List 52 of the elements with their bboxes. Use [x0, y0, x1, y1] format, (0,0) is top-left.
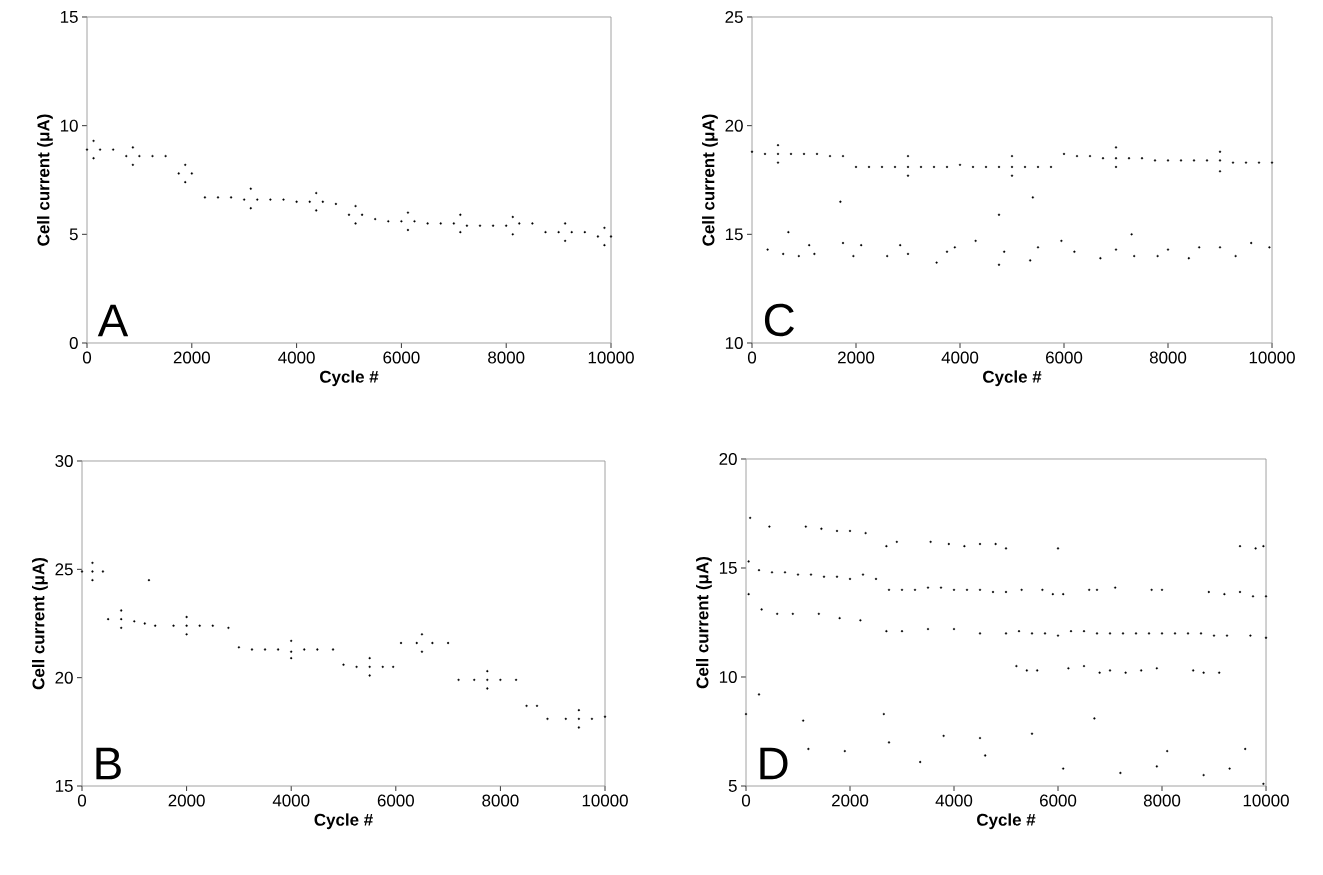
x-tick-label: 2000	[168, 794, 205, 807]
x-tick-label: 2000	[173, 351, 210, 364]
y-tick-label: 15	[719, 562, 737, 574]
annotation: B	[96, 747, 121, 780]
y-tick-label: 20	[725, 119, 743, 132]
x-tick-label: 6000	[383, 351, 420, 364]
y-tick-label: 15	[55, 780, 73, 792]
x-tick-label: 6000	[377, 794, 414, 807]
annotation: A	[97, 304, 129, 337]
annotation: D	[760, 747, 788, 780]
x-tick-label: 8000	[1143, 794, 1181, 807]
x-axis-title: Cycle #	[320, 370, 379, 387]
y-tick-label: 25	[725, 10, 743, 23]
x-tick-label: 0	[747, 351, 757, 364]
x-tick-label: 8000	[488, 351, 525, 364]
y-tick-label: 15	[60, 11, 78, 23]
x-tick-label: 4000	[278, 351, 315, 364]
y-tick-label: 0	[69, 336, 78, 349]
y-axis-title: Cell current (μA)	[37, 114, 53, 246]
y-tick-label: 15	[725, 228, 743, 241]
x-tick-label: 4000	[935, 794, 973, 807]
y-axis-title: Cell current (μA)	[702, 114, 718, 246]
x-axis-title: Cycle #	[983, 370, 1042, 387]
x-tick-label: 10000	[582, 794, 628, 807]
x-tick-label: 4000	[272, 794, 310, 807]
y-tick-label: 10	[719, 671, 737, 683]
y-tick-label: 10	[725, 336, 743, 349]
x-tick-label: 8000	[482, 794, 519, 807]
y-tick-label: 30	[55, 455, 73, 467]
x-tick-label: 0	[77, 794, 87, 807]
annotation: C	[764, 303, 794, 337]
y-tick-label: 5	[69, 228, 78, 241]
x-tick-label: 4000	[941, 351, 979, 364]
x-tick-label: 6000	[1046, 351, 1083, 364]
x-axis-title: Cycle #	[314, 813, 373, 830]
x-axis-title: Cycle #	[977, 813, 1036, 830]
y-tick-label: 20	[55, 671, 73, 684]
y-tick-label: 25	[55, 563, 73, 576]
y-tick-label: 10	[60, 119, 78, 132]
y-axis-title: Cell current (μA)	[32, 558, 48, 690]
y-tick-label: 5	[728, 780, 737, 792]
x-tick-label: 10000	[588, 351, 634, 364]
x-tick-label: 0	[741, 794, 751, 807]
y-axis-title: Cell current (μA)	[696, 557, 712, 689]
x-tick-label: 10000	[1243, 794, 1289, 807]
x-tick-label: 2000	[838, 351, 875, 364]
y-tick-label: 20	[719, 453, 737, 465]
x-tick-label: 10000	[1249, 351, 1295, 364]
x-tick-label: 2000	[832, 794, 869, 807]
x-tick-label: 8000	[1149, 351, 1187, 364]
x-tick-label: 6000	[1040, 794, 1077, 807]
x-tick-label: 0	[82, 351, 92, 364]
